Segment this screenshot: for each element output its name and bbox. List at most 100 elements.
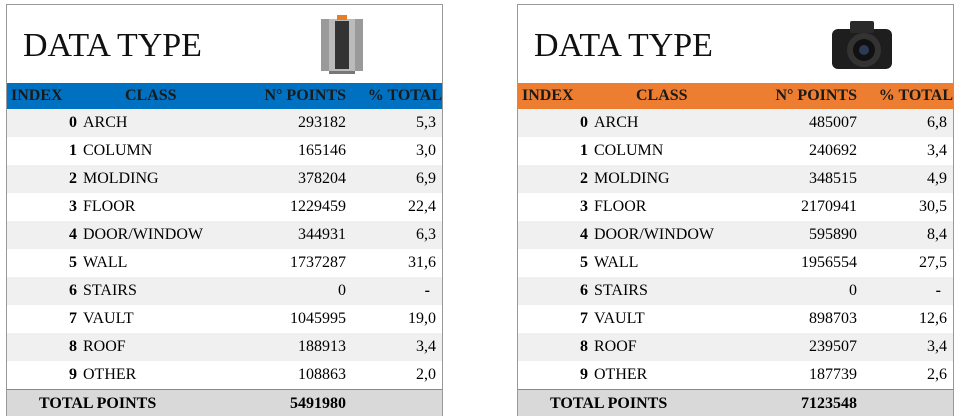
header-cell: N° POINTS — [775, 83, 857, 109]
percent-cell: 31,6 — [408, 249, 436, 277]
total-label: TOTAL POINTS — [39, 390, 156, 416]
index-cell: 0 — [580, 109, 588, 137]
points-cell: 485007 — [809, 109, 857, 137]
points-cell: 1045995 — [290, 305, 346, 333]
points-cell: 2170941 — [801, 193, 857, 221]
percent-cell: 4,9 — [927, 165, 947, 193]
total-label: TOTAL POINTS — [550, 390, 667, 416]
points-cell: 240692 — [809, 137, 857, 165]
class-cell: DOOR/WINDOW — [83, 221, 203, 249]
class-cell: OTHER — [594, 361, 647, 389]
index-cell: 9 — [580, 361, 588, 389]
index-cell: 2 — [580, 165, 588, 193]
percent-cell: 6,8 — [927, 109, 947, 137]
class-cell: VAULT — [83, 305, 134, 333]
class-cell: FLOOR — [594, 193, 646, 221]
index-cell: 8 — [69, 333, 77, 361]
index-cell: 6 — [69, 277, 77, 305]
points-cell: 344931 — [298, 221, 346, 249]
header-cell: CLASS — [636, 83, 688, 109]
total-value: 5491980 — [290, 390, 346, 416]
percent-cell: 5,3 — [416, 109, 436, 137]
percent-cell: 19,0 — [408, 305, 436, 333]
percent-cell: - — [425, 277, 430, 305]
header-cell: % TOTAL — [368, 83, 442, 109]
class-cell: STAIRS — [594, 277, 648, 305]
class-cell: DOOR/WINDOW — [594, 221, 714, 249]
class-cell: COLUMN — [594, 137, 663, 165]
points-cell: 108863 — [298, 361, 346, 389]
percent-cell: 3,4 — [927, 137, 947, 165]
class-cell: VAULT — [594, 305, 645, 333]
points-cell: 0 — [338, 277, 346, 305]
class-cell: WALL — [594, 249, 638, 277]
header-cell: % TOTAL — [879, 83, 953, 109]
percent-cell: 6,3 — [416, 221, 436, 249]
points-cell: 165146 — [298, 137, 346, 165]
index-cell: 7 — [69, 305, 77, 333]
index-cell: 1 — [69, 137, 77, 165]
percent-cell: - — [936, 277, 941, 305]
class-cell: WALL — [83, 249, 127, 277]
header-cell: INDEX — [11, 83, 63, 109]
percent-cell: 12,6 — [919, 305, 947, 333]
class-cell: ARCH — [83, 109, 127, 137]
table-title: DATA TYPE — [23, 27, 202, 65]
index-cell: 2 — [69, 165, 77, 193]
percent-cell: 30,5 — [919, 193, 947, 221]
percent-cell: 3,0 — [416, 137, 436, 165]
index-cell: 5 — [580, 249, 588, 277]
page: {"tables": [ {"title": "DATA TYPE", "hea… — [0, 0, 954, 416]
class-cell: MOLDING — [594, 165, 670, 193]
table-title: DATA TYPE — [534, 27, 713, 65]
percent-cell: 3,4 — [416, 333, 436, 361]
points-cell: 1737287 — [290, 249, 346, 277]
percent-cell: 2,6 — [927, 361, 947, 389]
percent-cell: 8,4 — [927, 221, 947, 249]
class-cell: ARCH — [594, 109, 638, 137]
points-cell: 378204 — [298, 165, 346, 193]
index-cell: 0 — [69, 109, 77, 137]
points-cell: 0 — [849, 277, 857, 305]
index-cell: 6 — [580, 277, 588, 305]
points-cell: 1229459 — [290, 193, 346, 221]
percent-cell: 27,5 — [919, 249, 947, 277]
index-cell: 3 — [69, 193, 77, 221]
points-cell: 239507 — [809, 333, 857, 361]
percent-cell: 6,9 — [416, 165, 436, 193]
index-cell: 7 — [580, 305, 588, 333]
class-cell: STAIRS — [83, 277, 137, 305]
percent-cell: 2,0 — [416, 361, 436, 389]
index-cell: 5 — [69, 249, 77, 277]
total-row: TOTAL POINTS 5491980 — [7, 389, 442, 416]
percent-cell: 3,4 — [927, 333, 947, 361]
header-cell: CLASS — [125, 83, 177, 109]
camera-icon — [826, 13, 898, 75]
index-cell: 4 — [580, 221, 588, 249]
index-cell: 9 — [69, 361, 77, 389]
points-cell: 898703 — [809, 305, 857, 333]
points-cell: 188913 — [298, 333, 346, 361]
class-cell: OTHER — [83, 361, 136, 389]
class-cell: COLUMN — [83, 137, 152, 165]
